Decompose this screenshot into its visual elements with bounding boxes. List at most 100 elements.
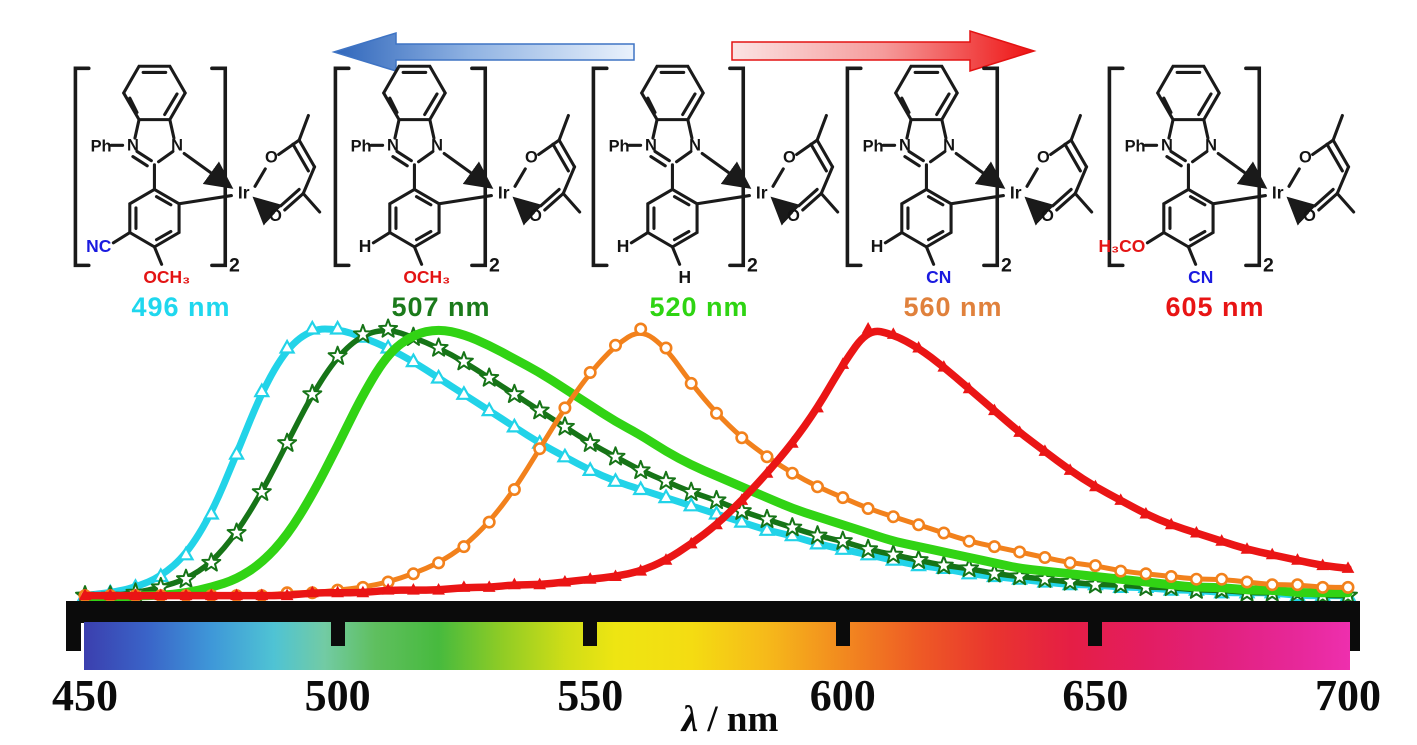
ir-o-bond bbox=[253, 167, 267, 188]
x-tick-mark bbox=[1088, 622, 1103, 646]
complex-structure-cell: Ph N N Ir O O 2 NC OCH₃ 496 nm bbox=[60, 56, 332, 334]
x-tick-mark bbox=[330, 622, 345, 646]
x-tick-label: 600 bbox=[809, 671, 876, 720]
peak-wavelength-label: 560 nm bbox=[903, 292, 1003, 322]
c-ir-bond bbox=[437, 194, 493, 206]
side-substituent-bond bbox=[371, 230, 392, 245]
side-substituent-label: NC bbox=[86, 236, 112, 256]
side-substituent-label: H bbox=[359, 236, 372, 256]
acac-ligand bbox=[795, 113, 840, 214]
x-tick-label: 450 bbox=[52, 671, 118, 720]
bottom-substituent-label: CN bbox=[926, 267, 951, 287]
bottom-substituent-label: H bbox=[678, 267, 691, 287]
benzimidazole-ring bbox=[639, 64, 706, 168]
bracket-left bbox=[1107, 66, 1125, 268]
bottom-substituent-bond bbox=[924, 245, 936, 266]
x-axis-bar bbox=[66, 601, 1360, 623]
series-496nm bbox=[76, 319, 1357, 602]
acac-ligand bbox=[1049, 113, 1094, 214]
wavelength-colorbar bbox=[84, 622, 1350, 670]
bracket-left bbox=[333, 66, 351, 268]
c-ir-bond bbox=[1211, 194, 1267, 206]
axis-endcap-left bbox=[66, 601, 81, 651]
x-axis-label: λ / nm bbox=[630, 698, 830, 741]
x-tick-label: 550 bbox=[557, 671, 624, 720]
phenyl-ring bbox=[646, 187, 699, 249]
bracket-right bbox=[1244, 66, 1262, 268]
bracket-subscript: 2 bbox=[1001, 255, 1012, 277]
n-ir-dative-bond bbox=[442, 151, 494, 189]
bottom-substituent-label: OCH₃ bbox=[143, 267, 190, 287]
n-left-label: N bbox=[387, 136, 399, 154]
x-tick-label: 700 bbox=[1315, 671, 1381, 720]
n-left-label: N bbox=[127, 136, 139, 154]
side-substituent-bond bbox=[111, 230, 132, 245]
redshift-arrow-shape bbox=[731, 29, 1037, 73]
structure-diagram: Ph N N Ir O O 2 NC OCH₃ bbox=[73, 64, 322, 287]
side-substituent-bond bbox=[1145, 230, 1166, 245]
series-507nm bbox=[75, 318, 1358, 605]
bracket-right bbox=[982, 66, 1000, 268]
o-top-label: O bbox=[265, 149, 278, 167]
benzimidazole-ring bbox=[893, 64, 960, 168]
series-605nm bbox=[78, 321, 1355, 601]
ph-label: Ph bbox=[91, 137, 112, 155]
acac-ligand bbox=[1311, 113, 1356, 214]
series-520nm bbox=[80, 325, 1353, 603]
o-ir-dative-bond bbox=[1286, 196, 1317, 226]
bottom-substituent-label: OCH₃ bbox=[403, 267, 450, 287]
complex-structure-cell: Ph N N Ir O O 2 H₃CO CN 605 nm bbox=[1094, 56, 1366, 334]
bracket-subscript: 2 bbox=[489, 255, 500, 277]
benzimidazole-ring bbox=[121, 64, 188, 168]
o-ir-dative-bond bbox=[770, 196, 801, 226]
bracket-right bbox=[470, 66, 488, 268]
iridium-label: Ir bbox=[756, 183, 768, 203]
benzimidazole-ring bbox=[381, 64, 448, 168]
structure-diagram: Ph N N Ir O O 2 H H bbox=[591, 64, 840, 287]
iridium-label: Ir bbox=[1272, 183, 1284, 203]
bracket-left bbox=[845, 66, 863, 268]
acac-ligand bbox=[537, 113, 582, 214]
o-ir-dative-bond bbox=[252, 196, 283, 226]
peak-wavelength-label: 605 nm bbox=[1165, 292, 1265, 322]
bottom-substituent-bond bbox=[412, 245, 424, 266]
acac-ligand bbox=[277, 113, 322, 214]
o-top-label: O bbox=[1299, 149, 1312, 167]
n-right-label: N bbox=[689, 136, 701, 154]
x-tick-mark bbox=[835, 622, 850, 646]
x-axis-label-unit: nm bbox=[726, 699, 779, 740]
bracket-subscript: 2 bbox=[747, 255, 758, 277]
bottom-substituent-bond bbox=[152, 245, 164, 266]
bracket-left bbox=[73, 66, 91, 268]
structures-row: Ph N N Ir O O 2 NC OCH₃ 496 nm bbox=[0, 56, 1417, 336]
n-right-label: N bbox=[943, 136, 955, 154]
x-axis-label-sep: / bbox=[698, 699, 727, 740]
peak-wavelength-label: 520 nm bbox=[649, 292, 749, 322]
o-ir-dative-bond bbox=[1024, 196, 1055, 226]
redshift-arrow bbox=[731, 29, 1037, 73]
o-bottom-label: O bbox=[1041, 207, 1054, 225]
n-left-label: N bbox=[1161, 136, 1173, 154]
side-substituent-label: H bbox=[871, 236, 884, 256]
bracket-right bbox=[728, 66, 746, 268]
c-ir-bond bbox=[949, 194, 1005, 206]
series-560nm bbox=[78, 322, 1355, 603]
side-substituent-bond bbox=[883, 230, 904, 245]
o-bottom-label: O bbox=[787, 207, 800, 225]
benzimidazole-ring bbox=[1155, 64, 1222, 168]
x-tick-label: 650 bbox=[1062, 671, 1129, 720]
n-ir-dative-bond bbox=[1216, 151, 1268, 189]
side-substituent-label: H bbox=[617, 236, 630, 256]
c-ir-bond bbox=[177, 194, 233, 206]
o-bottom-label: O bbox=[269, 207, 282, 225]
bracket-left bbox=[591, 66, 609, 268]
bracket-subscript: 2 bbox=[1263, 255, 1274, 277]
phenyl-ring bbox=[128, 187, 181, 249]
ir-o-bond bbox=[1025, 167, 1039, 188]
n-ir-dative-bond bbox=[954, 151, 1006, 189]
n-ir-dative-bond bbox=[182, 151, 234, 189]
x-tick-label: 500 bbox=[304, 671, 371, 720]
n-right-label: N bbox=[171, 136, 183, 154]
n-ir-dative-bond bbox=[700, 151, 752, 189]
